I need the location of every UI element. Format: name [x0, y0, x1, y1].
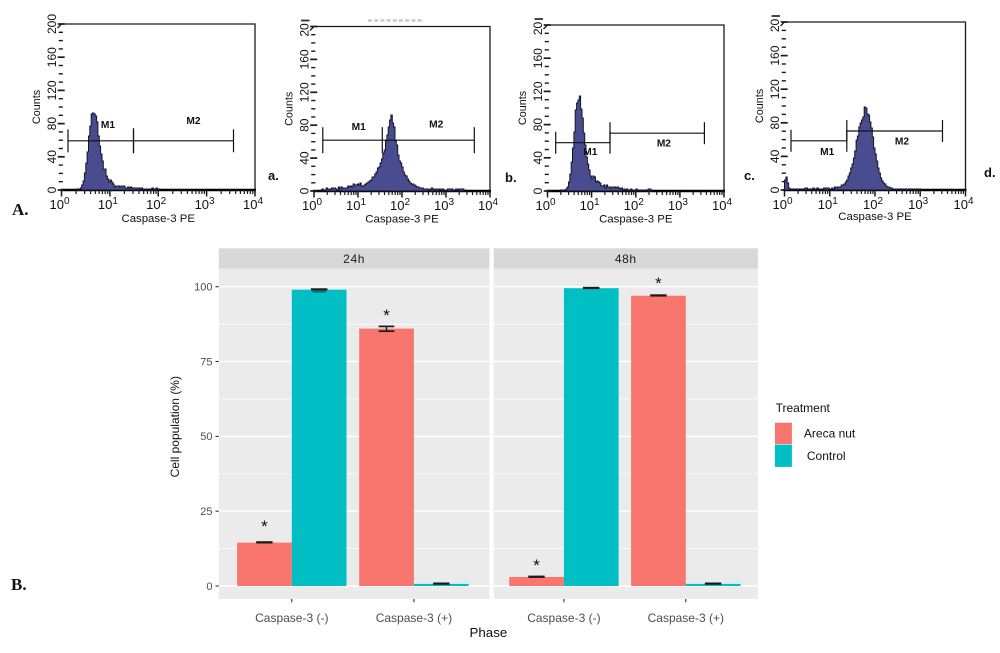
svg-text:A.: A. [12, 200, 29, 219]
svg-text:Phase: Phase [470, 625, 508, 640]
svg-text:160: 160 [45, 47, 59, 67]
svg-text:80: 80 [531, 118, 545, 132]
svg-text:*: * [655, 274, 662, 293]
svg-text:Caspase-3 (+): Caspase-3 (+) [648, 611, 724, 625]
svg-text:Caspase-3 PE: Caspase-3 PE [365, 214, 439, 226]
svg-text:M2: M2 [186, 116, 200, 127]
svg-text:40: 40 [45, 150, 59, 164]
svg-text:80: 80 [768, 116, 782, 130]
svg-text:200: 200 [45, 14, 59, 34]
svg-text:*: * [533, 556, 540, 575]
svg-text:48h: 48h [615, 252, 637, 266]
svg-text:40: 40 [768, 149, 782, 163]
svg-text:Cell population (%): Cell population (%) [168, 376, 182, 477]
svg-text:0: 0 [298, 187, 312, 194]
svg-text:c.: c. [744, 168, 755, 183]
svg-text:Treatment: Treatment [776, 401, 831, 415]
svg-text:M1: M1 [820, 147, 834, 158]
svg-text:M2: M2 [657, 139, 671, 150]
svg-text:20: 20 [768, 19, 782, 33]
svg-text:120: 120 [45, 80, 59, 100]
svg-text:40: 40 [531, 151, 545, 165]
svg-text:20: 20 [298, 23, 312, 37]
svg-text:50: 50 [200, 431, 212, 443]
svg-text:Caspase-3 (-): Caspase-3 (-) [255, 611, 328, 625]
svg-text:M2: M2 [429, 120, 443, 131]
svg-text:0: 0 [45, 186, 59, 193]
svg-text:20: 20 [531, 22, 545, 36]
svg-text:80: 80 [298, 118, 312, 132]
svg-text:0: 0 [206, 581, 212, 593]
svg-text:Caspase-3 PE: Caspase-3 PE [838, 211, 912, 223]
svg-text:100: 100 [194, 282, 212, 294]
svg-text:0: 0 [768, 186, 782, 193]
svg-text:40: 40 [298, 151, 312, 165]
svg-text:80: 80 [45, 117, 59, 131]
svg-text:B.: B. [11, 575, 27, 594]
svg-text:Caspase-3 (-): Caspase-3 (-) [527, 611, 600, 625]
svg-text:Counts: Counts [31, 89, 43, 124]
svg-text:Counts: Counts [754, 88, 766, 123]
svg-text:Caspase-3 PE: Caspase-3 PE [121, 213, 195, 225]
svg-text:b.: b. [505, 170, 517, 185]
svg-text:160: 160 [768, 45, 782, 65]
svg-text:Counts: Counts [283, 91, 295, 126]
svg-text:M2: M2 [895, 137, 909, 148]
svg-text:Control: Control [807, 449, 846, 463]
svg-text:120: 120 [531, 81, 545, 101]
svg-text:Caspase-3 (+): Caspase-3 (+) [376, 611, 452, 625]
svg-text:M1: M1 [101, 120, 115, 131]
svg-text:160: 160 [298, 49, 312, 69]
svg-text:*: * [383, 306, 390, 325]
svg-text:M1: M1 [583, 147, 597, 158]
svg-text:Counts: Counts [517, 90, 529, 125]
svg-text:120: 120 [298, 82, 312, 102]
svg-text:M1: M1 [352, 122, 366, 133]
svg-text:0: 0 [531, 187, 545, 194]
svg-text:75: 75 [200, 356, 212, 368]
svg-text:Caspase-3 PE: Caspase-3 PE [599, 214, 673, 226]
svg-text:160: 160 [531, 48, 545, 68]
svg-text:25: 25 [200, 506, 212, 518]
svg-text:*: * [261, 517, 268, 536]
svg-text:Areca nut: Areca nut [804, 427, 856, 441]
svg-text:24h: 24h [343, 252, 365, 266]
svg-text:120: 120 [768, 79, 782, 99]
svg-text:d.: d. [984, 165, 996, 180]
svg-text:a.: a. [268, 168, 279, 183]
